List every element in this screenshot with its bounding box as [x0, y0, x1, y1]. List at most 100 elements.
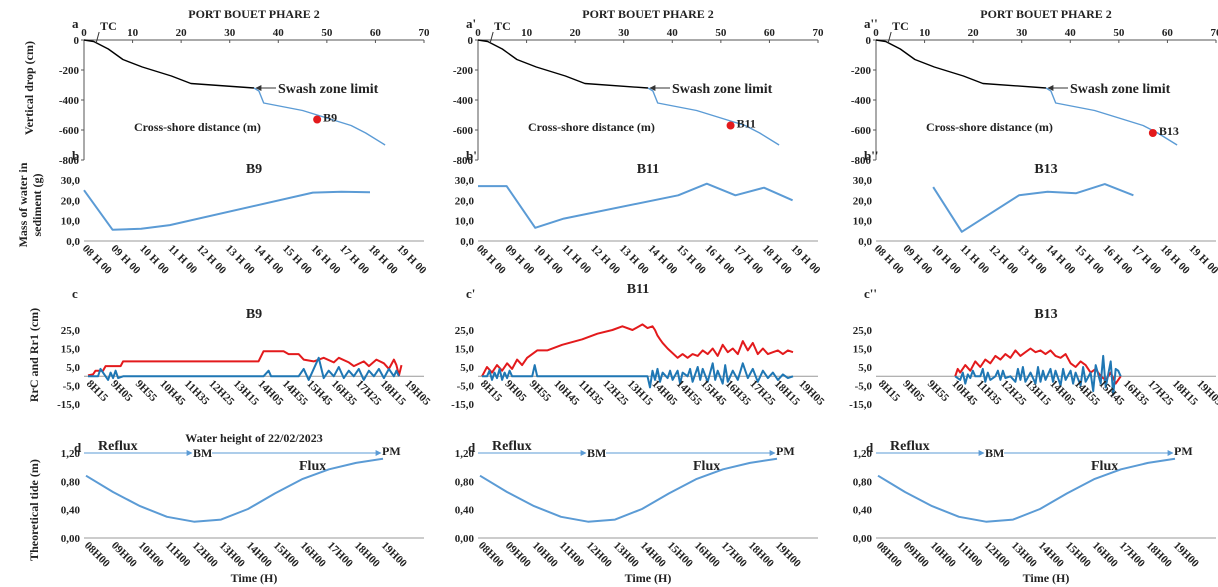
rr-x-tick-label: 8H15 [478, 378, 505, 405]
rr-y-tick-label: -5,0 [63, 381, 81, 393]
tide-line [479, 457, 778, 523]
profile-y-tick-label: 0 [866, 35, 872, 47]
reflux-label: Reflux [492, 439, 532, 454]
water-x-tick-label: 08 H 00 [872, 243, 906, 277]
water-x-tick-label: 08 H 00 [474, 243, 508, 277]
water-y-tick-label: 10,0 [853, 216, 873, 228]
series-title-b: B13 [1034, 162, 1057, 177]
panel-letter-b: b [72, 148, 79, 163]
rr1-blue-line [88, 356, 400, 381]
rr-x-tick-label: 8H15 [84, 378, 111, 405]
beacon-marker-label: B13 [1159, 124, 1179, 138]
tide-x-label: Time (H) [1023, 571, 1070, 585]
water-x-tick-label: 09 H 00 [502, 243, 536, 277]
water-x-tick-label: 10 H 00 [531, 243, 565, 277]
tide-x-tick-label: 08H00 [874, 540, 904, 570]
rrc-red-line [954, 347, 1122, 385]
profile-y-tick-label: -400 [851, 95, 872, 107]
tc-leader [95, 31, 100, 44]
water-y-tick-label: 20,0 [853, 195, 873, 207]
flux-label: Flux [693, 459, 720, 474]
profile-y-tick-label: -600 [59, 125, 80, 137]
profile-line-land [477, 39, 649, 89]
water-x-tick-label: 18 H 00 [366, 243, 400, 277]
water-x-tick-label: 11 H 00 [166, 243, 200, 277]
water-x-tick-label: 19 H 00 [788, 243, 822, 277]
profile-y-tick-label: -800 [59, 155, 80, 167]
row-label-water-mass: Mass of water insediment (g) [16, 162, 44, 247]
rr-y-tick-label: 5,0 [66, 362, 80, 374]
water-y-tick-label: 20,0 [61, 195, 81, 207]
tide-title: Water height of 22/02/2023 [185, 431, 322, 445]
water-x-tick-label: 12 H 00 [986, 243, 1020, 277]
rr-y-tick-label: 25,0 [455, 325, 475, 337]
profile-x-tick-label: 30 [618, 27, 630, 39]
tide-y-tick-label: 0,80 [61, 476, 81, 488]
rr-x-tick-label: 15H45 [304, 378, 334, 408]
tide-x-tick-label: 16H00 [1090, 540, 1120, 570]
panel-letter-d: d [468, 440, 476, 455]
flux-label: Flux [299, 459, 326, 474]
rr-x-tick-label: 19H05 [402, 378, 432, 408]
water-x-tick-label: 13 H 00 [617, 243, 651, 277]
rr-x-tick-label: 14H05 [649, 378, 679, 408]
panel-letter-c: c'' [864, 286, 877, 301]
panel-letter-c: c' [466, 286, 475, 301]
water-y-tick-label: 0,0 [66, 236, 80, 248]
tc-leader [887, 31, 892, 44]
tide-x-tick-label: 17H00 [325, 540, 355, 570]
panel-letter-b: b' [466, 148, 477, 163]
rr-x-tick-label: 14H55 [674, 378, 704, 408]
flux-label: Flux [1091, 459, 1118, 474]
pm-label: PM [1174, 444, 1193, 458]
tide-x-label: Time (H) [625, 571, 672, 585]
rr-x-tick-label: 14H05 [255, 378, 285, 408]
rr-x-tick-label: 17H25 [1145, 378, 1175, 408]
tide-x-tick-label: 19H00 [1171, 540, 1201, 570]
tide-y-tick-label: 0,80 [455, 476, 475, 488]
profile-x-tick-label: 40 [1065, 27, 1077, 39]
profile-x-tick-label: 0 [873, 27, 879, 39]
profile-line-land [875, 39, 1047, 89]
water-x-tick-label: 13 H 00 [223, 243, 257, 277]
profile-y-tick-label: -600 [851, 125, 872, 137]
rr1-blue-line [482, 362, 794, 389]
profile-x-tick-label: 10 [127, 27, 139, 39]
tide-x-tick-label: 19H00 [379, 540, 409, 570]
profile-x-tick-label: 0 [81, 27, 87, 39]
tide-line [877, 457, 1176, 523]
water-x-tick-label: 14 H 00 [1043, 243, 1077, 277]
rr-x-tick-label: 17H25 [353, 378, 383, 408]
tide-x-tick-label: 15H00 [271, 540, 301, 570]
rr-x-tick-label: 9H55 [527, 378, 554, 405]
profile-y-tick-label: 0 [74, 35, 80, 47]
rr-x-tick-label: 10H45 [157, 378, 187, 408]
tide-x-tick-label: 13H00 [217, 540, 247, 570]
water-x-tick-label: 10 H 00 [137, 243, 171, 277]
tide-x-tick-label: 15H00 [665, 540, 695, 570]
beacon-marker [313, 115, 322, 124]
tc-label: TC [892, 19, 909, 33]
tide-x-tick-label: 13H00 [1009, 540, 1039, 570]
rr-x-tick-label: 14H55 [280, 378, 310, 408]
tide-x-tick-label: 12H00 [190, 540, 220, 570]
series-title-c: B11 [627, 282, 650, 297]
profile-x-tick-label: 50 [321, 27, 333, 39]
water-x-tick-label: 09 H 00 [108, 243, 142, 277]
rr-y-tick-label: 25,0 [853, 325, 873, 337]
tide-y-tick-label: 1,20 [853, 448, 873, 460]
profile-x-tick-label: 0 [475, 27, 481, 39]
profile-x-tick-label: 70 [1211, 27, 1218, 39]
beacon-marker-label: B11 [737, 117, 756, 131]
water-y-tick-label: 20,0 [455, 195, 475, 207]
tide-x-tick-label: 09H00 [901, 540, 931, 570]
tide-x-tick-label: 14H00 [638, 540, 668, 570]
water-x-tick-label: 12 H 00 [588, 243, 622, 277]
profile-x-tick-label: 70 [813, 27, 825, 39]
profile-x-label: Cross-shore distance (m) [528, 120, 655, 134]
tide-x-tick-label: 13H00 [611, 540, 641, 570]
swash-zone-label: Swash zone limit [672, 82, 773, 97]
profile-y-tick-label: -400 [59, 95, 80, 107]
tide-x-tick-label: 11H00 [163, 540, 193, 570]
tide-y-tick-label: 1,20 [455, 448, 475, 460]
